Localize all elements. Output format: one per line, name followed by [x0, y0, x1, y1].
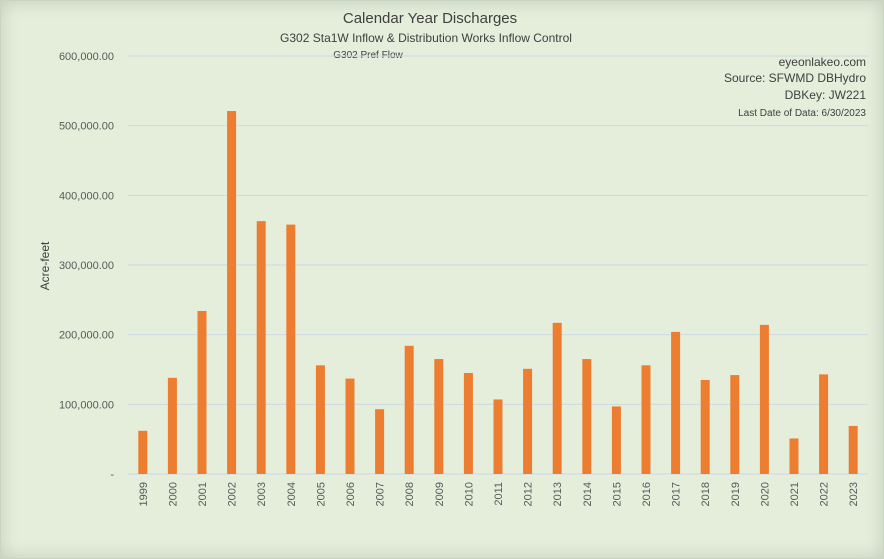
x-tick-label: 2011: [493, 482, 505, 506]
bar-2002: [227, 111, 237, 474]
info-site: eyeonlakeo.com: [779, 55, 866, 69]
chart-subtitle: G302 Sta1W Inflow & Distribution Works I…: [280, 31, 572, 45]
bar-2013: [552, 322, 562, 474]
bar-2005: [315, 365, 325, 474]
x-tick-label: 2005: [315, 482, 327, 506]
bar-2006: [345, 378, 355, 474]
x-tick-label: 2002: [227, 482, 239, 506]
y-tick-label: 400,000.00: [59, 190, 114, 202]
x-tick-label: 2015: [611, 482, 623, 506]
x-tick-label: 2018: [700, 482, 712, 506]
y-tick-label: 100,000.00: [59, 399, 114, 411]
x-tick-label: 2022: [819, 482, 831, 506]
info-source: Source: SFWMD DBHydro: [724, 71, 866, 85]
x-tick-label: 2020: [759, 482, 771, 506]
bar-2010: [463, 372, 473, 474]
y-tick-label: 600,000.00: [59, 51, 114, 63]
bar-2004: [286, 224, 296, 474]
bar-2014: [582, 359, 592, 474]
bar-2021: [789, 438, 799, 474]
x-tick-label: 2017: [671, 482, 683, 506]
x-tick-label: 2016: [641, 482, 653, 506]
x-axis-ticks: 1999 2000 2001 2002 2003 2004 2005 2006 2007 2008…: [138, 482, 860, 506]
chart-title: Calendar Year Discharges: [343, 10, 517, 27]
bar-2003: [256, 221, 266, 474]
bar-2001: [197, 310, 207, 474]
bars: [138, 111, 858, 474]
bar-2017: [671, 331, 681, 474]
x-tick-label: 2003: [256, 482, 268, 506]
bar-2016: [641, 365, 651, 474]
info-last-date: Last Date of Data: 6/30/2023: [738, 108, 866, 119]
x-tick-label: 2000: [167, 482, 179, 506]
bar-2012: [523, 368, 533, 474]
bar-2000: [167, 377, 177, 474]
bar-2008: [404, 345, 414, 474]
x-tick-label: 2010: [463, 482, 475, 506]
y-tick-label: 300,000.00: [59, 260, 114, 272]
bar-2020: [759, 324, 769, 474]
x-tick-label: 2001: [197, 482, 209, 506]
x-tick-label: 2013: [552, 482, 564, 506]
bar-2022: [819, 374, 829, 474]
y-tick-label: 500,000.00: [59, 121, 114, 133]
bar-2007: [375, 409, 385, 474]
bar-2019: [730, 375, 740, 474]
x-tick-label: 2004: [286, 482, 298, 506]
y-axis-title: Acre-feet: [38, 241, 52, 290]
bar-2015: [611, 406, 621, 474]
x-tick-label: 2007: [375, 482, 387, 506]
bar-2023: [848, 425, 858, 474]
x-tick-label: 1999: [138, 482, 150, 506]
x-tick-label: 2008: [404, 482, 416, 506]
x-tick-label: 2006: [345, 482, 357, 506]
x-tick-label: 2014: [582, 482, 594, 506]
bar-2009: [434, 359, 444, 474]
bar-2011: [493, 399, 503, 474]
info-dbkey: DBKey: JW221: [785, 88, 867, 102]
x-tick-label: 2023: [848, 482, 860, 506]
x-tick-label: 2009: [434, 482, 446, 506]
x-tick-label: 2021: [789, 482, 801, 506]
y-axis-ticks: - 100,000.00 200,000.00 300,000.00 400,000.0…: [59, 51, 114, 481]
y-tick-label: -: [110, 469, 114, 481]
bar-2018: [700, 379, 710, 474]
x-tick-label: 2019: [730, 482, 742, 506]
y-tick-label: 200,000.00: [59, 330, 114, 342]
x-tick-label: 2012: [523, 482, 535, 506]
bar-1999: [138, 430, 148, 474]
